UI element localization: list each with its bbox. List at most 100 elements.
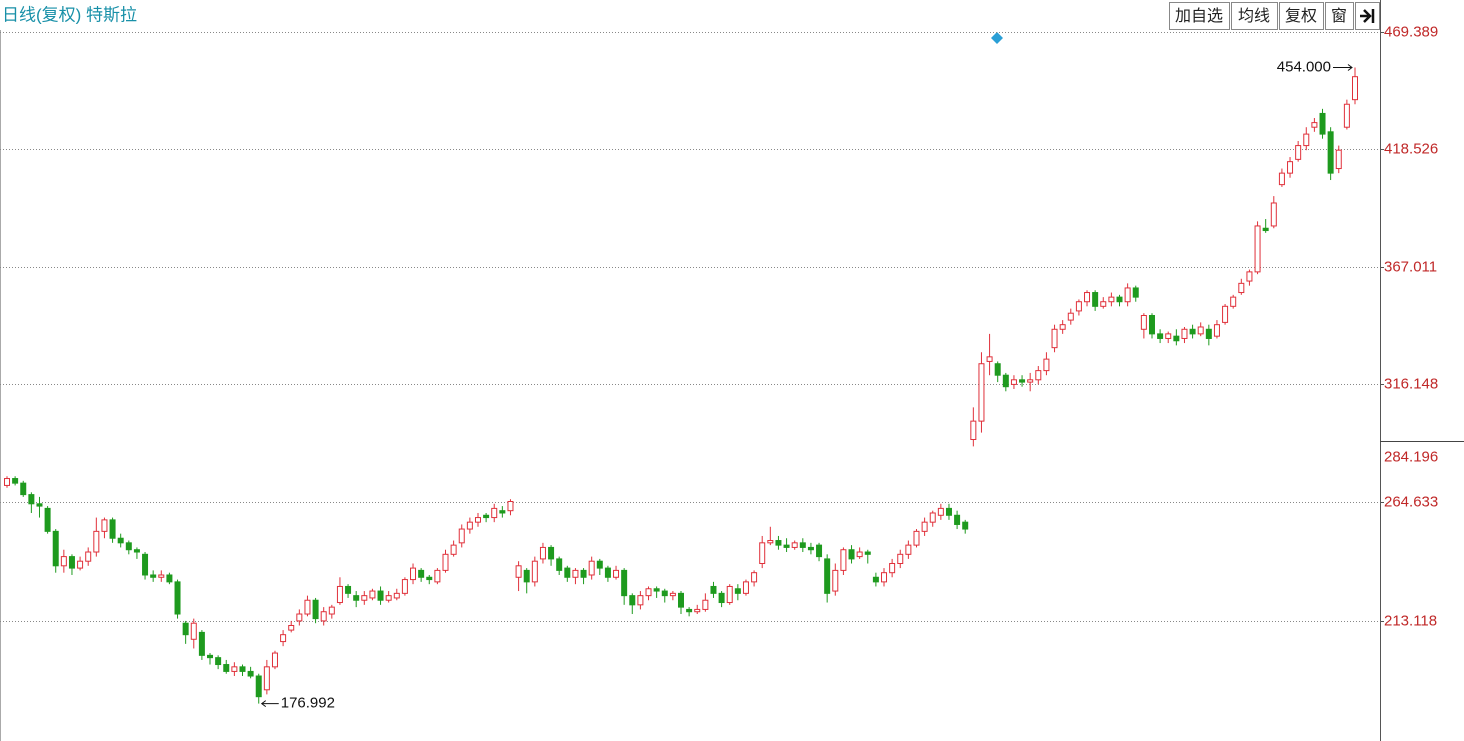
candle-body xyxy=(872,576,879,583)
button-label[interactable]: 加自选 xyxy=(1175,7,1223,25)
candle-body xyxy=(1181,328,1188,339)
candle-body xyxy=(442,553,449,571)
candle-body xyxy=(466,521,473,530)
candle-body xyxy=(1343,103,1350,128)
candle-body xyxy=(68,556,75,569)
candle-body xyxy=(629,595,636,606)
candle-body xyxy=(945,507,952,516)
candle-body xyxy=(353,595,360,601)
button-label[interactable]: 均线 xyxy=(1238,7,1270,25)
y-tick-label: 418.526 xyxy=(1384,140,1438,157)
candle-body xyxy=(1246,271,1253,282)
candle-body xyxy=(1100,301,1107,307)
candle-body xyxy=(1222,305,1229,323)
candle-body xyxy=(1311,122,1318,128)
candle-body xyxy=(36,503,43,507)
button[interactable] xyxy=(1325,2,1354,30)
button-label[interactable]: 复权 xyxy=(1285,7,1317,25)
candle-body xyxy=(1213,324,1220,337)
button[interactable] xyxy=(1169,2,1230,30)
candle-body xyxy=(556,558,563,571)
candle-body xyxy=(450,544,457,555)
candle-body xyxy=(1278,172,1285,186)
candle-body xyxy=(783,544,790,548)
candle-body xyxy=(1352,76,1358,101)
candle-body xyxy=(994,363,1001,376)
candle-body xyxy=(564,567,571,578)
candle-body xyxy=(921,521,928,532)
candle-body xyxy=(507,501,514,512)
candle-body xyxy=(133,549,140,553)
expand-icon[interactable] xyxy=(1360,9,1375,23)
candle-body xyxy=(28,494,35,505)
candle-body xyxy=(1287,161,1294,174)
candle-body xyxy=(686,608,693,613)
candle-body xyxy=(653,588,660,592)
candle-body xyxy=(1059,324,1066,330)
y-tick-label: 469.389 xyxy=(1384,23,1438,40)
candle-body xyxy=(767,540,774,544)
candle-body xyxy=(296,613,303,622)
candle-body xyxy=(791,542,798,548)
candle-body xyxy=(320,611,327,622)
candle-body xyxy=(856,551,863,558)
candle-body xyxy=(548,546,555,560)
candle-body xyxy=(20,482,27,496)
candle-body xyxy=(271,652,278,668)
button-label[interactable]: 窗 xyxy=(1331,7,1347,25)
y-tick-label: 264.633 xyxy=(1384,493,1438,510)
candle-body xyxy=(986,356,993,362)
candle-body xyxy=(799,542,806,548)
candle-body xyxy=(426,576,433,581)
candle-body xyxy=(775,540,782,546)
candle-body xyxy=(645,588,652,597)
button[interactable] xyxy=(1279,2,1324,30)
candle-body xyxy=(263,666,270,691)
candle-body xyxy=(621,569,628,597)
event-marker xyxy=(991,32,1003,44)
candle-body xyxy=(60,556,67,567)
candle-body xyxy=(1303,133,1310,147)
candle-body xyxy=(1043,358,1050,372)
candle-body xyxy=(1019,379,1026,383)
candle-body xyxy=(694,608,701,613)
candle-body xyxy=(312,599,319,620)
candle-body xyxy=(1148,315,1155,335)
candle-body xyxy=(1295,145,1302,160)
candle-body xyxy=(580,569,587,578)
candle-body xyxy=(247,670,254,677)
candle-body xyxy=(109,519,116,539)
candle-body xyxy=(1051,328,1058,349)
candle-body xyxy=(52,530,59,567)
candle-body xyxy=(280,634,287,643)
candle-body xyxy=(978,363,985,422)
candle-body xyxy=(523,569,530,583)
button[interactable] xyxy=(1231,2,1278,30)
candle-body xyxy=(807,546,814,551)
candle-body xyxy=(1262,227,1269,232)
candle-body xyxy=(937,507,944,516)
candle-body xyxy=(864,551,871,555)
candle-body xyxy=(215,657,222,666)
candle-body xyxy=(101,519,108,532)
chart-title: 日线(复权) 特斯拉 xyxy=(2,5,137,24)
candle-body xyxy=(377,590,384,601)
candle-body xyxy=(913,530,920,546)
toolbar: 加自选 均线 复权 窗 xyxy=(1169,2,1380,30)
candle-body xyxy=(158,574,165,578)
candle-body xyxy=(166,574,173,583)
max-arrow xyxy=(1333,64,1353,71)
candle-body xyxy=(1075,301,1082,312)
candle-body xyxy=(93,530,100,553)
candle-body xyxy=(1108,296,1115,303)
candle-body xyxy=(1319,112,1326,135)
candle-body xyxy=(718,592,725,604)
candle-body xyxy=(596,560,603,569)
candle-body xyxy=(1035,370,1042,381)
candle-body xyxy=(539,546,546,560)
candle-body xyxy=(190,622,197,640)
candle-body xyxy=(12,478,19,484)
candle-body xyxy=(150,574,157,578)
